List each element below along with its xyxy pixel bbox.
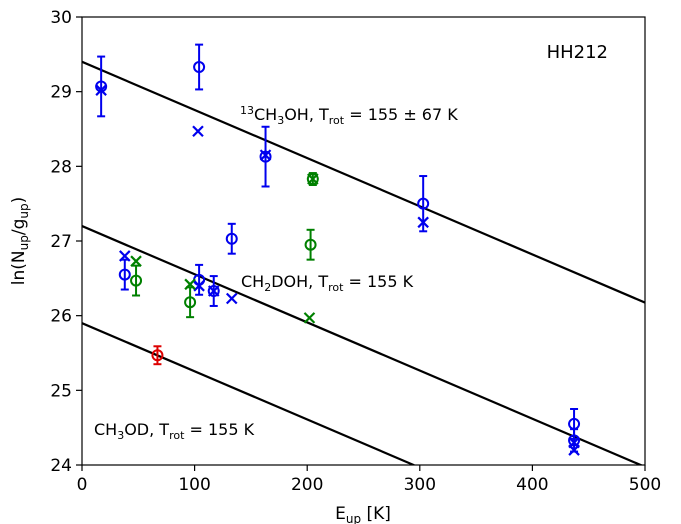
x-axis-title-unit: [K]: [361, 504, 391, 524]
fit-label-part: CH: [241, 272, 264, 291]
x-axis-title: Eup [K]: [335, 504, 391, 524]
data-point-circle: [193, 61, 206, 74]
fit-label-part: 2: [264, 281, 271, 294]
y-axis-title: ln(Nup/gup): [9, 197, 31, 286]
data-point-circle: [207, 285, 220, 298]
x-tick-label: 0: [77, 475, 88, 495]
errorbar: [120, 258, 129, 291]
y-tick-label: 27: [50, 232, 72, 252]
fit-label-part: 13: [240, 104, 254, 117]
y-tick-label: 25: [50, 381, 72, 401]
x-marker-stroke: [207, 285, 220, 297]
data-point-x: [130, 255, 142, 267]
fit-label-part: = 155 K: [343, 272, 413, 291]
data-point-x: [95, 84, 107, 96]
x-axis-title-main: E: [335, 504, 346, 524]
errorbar: [195, 43, 204, 91]
fit-label-part: 3: [117, 429, 124, 442]
data-point-circle: [225, 232, 238, 245]
data-point-x: [207, 285, 220, 297]
fit-label-part: CH: [254, 105, 277, 124]
x-marker-stroke: [119, 250, 131, 262]
x-tick-label: 300: [404, 475, 436, 495]
x-marker-stroke: [193, 280, 205, 292]
x-marker-stroke: [130, 255, 142, 267]
data-point-circle: [568, 434, 581, 447]
y-tick-label: 28: [50, 157, 72, 177]
fit-line: [82, 60, 645, 304]
fit-line: [82, 225, 644, 465]
y-tick-label: 29: [50, 83, 72, 103]
errorbar: [132, 264, 141, 297]
data-point-x: [259, 149, 272, 161]
y-tick-label: 24: [50, 456, 72, 476]
fit-label-part: DOH, T: [271, 272, 328, 291]
fit-label-part: rot: [169, 429, 185, 442]
plot-area: [82, 43, 645, 465]
fit-label-part: OH, T: [284, 105, 329, 124]
fit-label-part: OD, T: [124, 420, 169, 439]
fit-label-part: CH: [94, 420, 117, 439]
x-marker-stroke: [303, 312, 316, 324]
data-point-x: [568, 444, 580, 456]
x-marker-stroke: [225, 292, 238, 305]
fit-line: [82, 322, 415, 465]
data-point-x: [193, 280, 205, 292]
x-marker-stroke: [259, 149, 272, 161]
data-point-circle: [184, 296, 197, 309]
x-marker-stroke: [184, 278, 196, 291]
data-point-circle: [304, 238, 317, 251]
data-point-x: [307, 173, 319, 185]
x-marker-stroke: [307, 173, 319, 185]
x-marker-stroke: [568, 444, 580, 456]
x-axis-title-sub: up: [346, 512, 361, 524]
data-point-circle: [130, 274, 143, 287]
data-point-circle: [118, 268, 131, 281]
errorbar: [227, 222, 236, 255]
panel-label: HH212: [547, 42, 608, 63]
data-point-x: [225, 292, 238, 305]
y-axis-title-mid: /g: [9, 219, 29, 236]
y-axis-title-post: ): [9, 197, 29, 204]
data-point-circle: [259, 150, 272, 163]
fit-label-ch2doh: CH2DOH, Trot = 155 K: [241, 272, 414, 294]
y-axis-title-pre: ln(N: [9, 250, 29, 285]
data-point-x: [119, 250, 131, 262]
data-point-x: [303, 312, 316, 324]
x-tick-label: 100: [178, 475, 210, 495]
x-tick-label: 500: [629, 475, 661, 495]
fit-label-part: = 155 ± 67 K: [344, 105, 458, 124]
x-tick-label: 400: [516, 475, 548, 495]
data-point-x: [184, 278, 196, 291]
fit-label-part: 3: [277, 114, 284, 127]
fit-label-part: = 155 K: [184, 420, 254, 439]
y-tick-label: 30: [50, 8, 72, 28]
errorbar: [306, 228, 315, 261]
y-axis-title-sub2: up: [17, 203, 31, 218]
y-axis-title-sub1: up: [17, 235, 31, 250]
data-point-circle: [306, 173, 319, 186]
data-point-x: [192, 125, 204, 138]
data-point-circle: [151, 349, 164, 362]
fit-label-ch3od: CH3OD, Trot = 155 K: [94, 420, 255, 442]
y-tick-label: 26: [50, 307, 72, 327]
errorbar: [186, 286, 195, 319]
axes: 0 100 200 300 400 500 24 25 26 27 28 29 30: [50, 8, 661, 495]
errorbar: [97, 55, 106, 118]
data-point-x: [417, 216, 429, 229]
x-marker-stroke: [192, 125, 204, 138]
x-marker-stroke: [417, 216, 429, 229]
x-marker-stroke: [95, 84, 107, 96]
fit-label-part: rot: [329, 114, 345, 127]
fit-label-13ch3oh: 13CH3OH, Trot = 155 ± 67 K: [240, 104, 458, 127]
errorbar: [195, 263, 204, 296]
data-point-circle: [417, 197, 430, 210]
plot-frame: [81, 16, 646, 466]
x-tick-label: 200: [291, 475, 323, 495]
fit-label-part: rot: [328, 281, 344, 294]
